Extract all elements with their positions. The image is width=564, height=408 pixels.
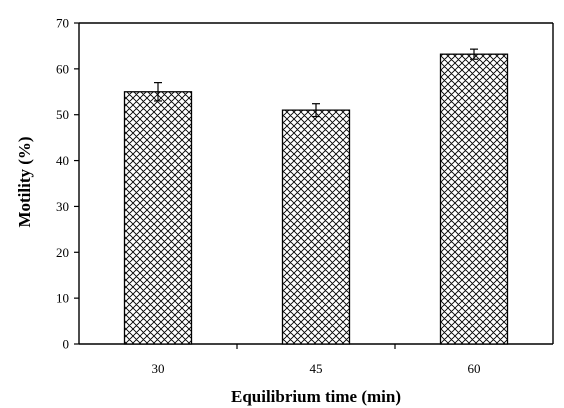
y-tick-label-50: 50 — [56, 107, 69, 122]
y-tick-label-30: 30 — [56, 199, 69, 214]
y-tick-label-70: 70 — [56, 16, 69, 31]
y-tick-label-60: 60 — [56, 61, 69, 76]
y-axis-title: Motility (%) — [15, 136, 34, 227]
plot-area: 0 10 20 30 40 50 60 70 30 45 60 — [56, 16, 554, 376]
x-tick-label-60: 60 — [468, 361, 481, 376]
x-axis-title: Equilibrium time (min) — [231, 387, 401, 406]
bar-30 — [123, 91, 193, 345]
y-tick-label-0: 0 — [63, 337, 70, 352]
bar-45 — [281, 109, 351, 345]
y-tick-label-20: 20 — [56, 245, 69, 260]
y-tick-label-40: 40 — [56, 153, 69, 168]
x-tick-label-45: 45 — [310, 361, 323, 376]
bar-60 — [439, 53, 509, 345]
x-tick-label-30: 30 — [152, 361, 165, 376]
y-tick-label-10: 10 — [56, 291, 69, 306]
